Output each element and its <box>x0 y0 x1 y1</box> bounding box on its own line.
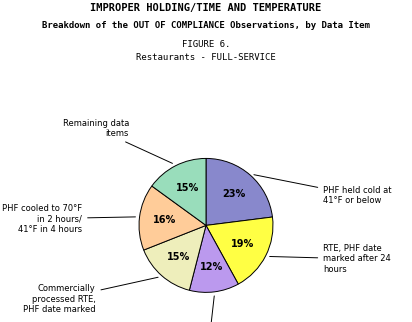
Wedge shape <box>144 225 206 290</box>
Text: IMPROPER HOLDING/TIME AND TEMPERATURE: IMPROPER HOLDING/TIME AND TEMPERATURE <box>90 3 322 13</box>
Wedge shape <box>190 225 238 292</box>
Text: 15%: 15% <box>167 251 190 261</box>
Text: 15%: 15% <box>176 184 199 194</box>
Text: Remaining data
items: Remaining data items <box>63 118 173 163</box>
Text: FIGURE 6.: FIGURE 6. <box>182 40 230 49</box>
Text: PHF held cold at
41°F or below: PHF held cold at 41°F or below <box>254 175 392 205</box>
Wedge shape <box>206 217 273 284</box>
Text: RTE, PHF date
marked after 24
hours: RTE, PHF date marked after 24 hours <box>269 244 391 274</box>
Wedge shape <box>152 158 206 225</box>
Wedge shape <box>139 186 206 250</box>
Text: PHF held hot at
140°F or above: PHF held hot at 140°F or above <box>177 296 242 322</box>
Text: Commercially
processed RTE,
PHF date marked: Commercially processed RTE, PHF date mar… <box>23 277 158 314</box>
Text: 23%: 23% <box>222 189 245 199</box>
Text: Breakdown of the OUT OF COMPLIANCE Observations, by Data Item: Breakdown of the OUT OF COMPLIANCE Obser… <box>42 21 370 30</box>
Wedge shape <box>206 158 272 225</box>
Text: 19%: 19% <box>232 239 255 249</box>
Text: 16%: 16% <box>153 215 176 225</box>
Text: Restaurants - FULL-SERVICE: Restaurants - FULL-SERVICE <box>136 53 276 62</box>
Text: PHF cooled to 70°F
in 2 hours/
41°F in 4 hours: PHF cooled to 70°F in 2 hours/ 41°F in 4… <box>2 204 136 233</box>
Text: 12%: 12% <box>199 261 223 271</box>
